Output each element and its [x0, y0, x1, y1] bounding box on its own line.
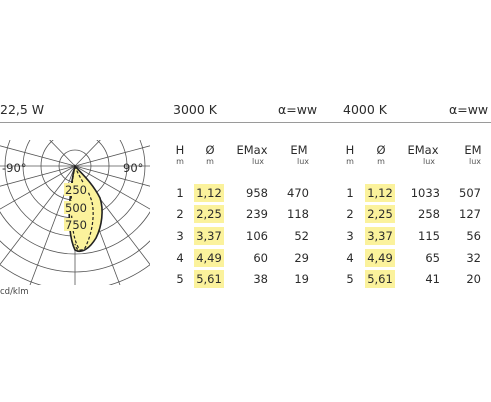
col-header-emax: EMax [236, 143, 268, 157]
intensity-unit-label: cd/klm [0, 287, 29, 297]
row2-h-2: 2 [346, 207, 354, 221]
row5-em: 19 [294, 272, 309, 286]
col-header-diameter: Ø [205, 143, 215, 157]
col-unit-diameter: m [206, 157, 214, 166]
col-header-h-2: H [345, 143, 355, 157]
row5-diameter-2: 5,61 [365, 270, 395, 288]
row3-em: 52 [294, 229, 309, 243]
header-divider [0, 122, 491, 123]
row4-diameter-2: 4,49 [365, 249, 395, 267]
ring-label-250: 250 [65, 183, 87, 197]
row3-h: 3 [176, 229, 184, 243]
col-unit-em: lux [296, 157, 310, 166]
row2-diameter: 2,25 [194, 205, 224, 223]
col-unit-h-2: m [346, 157, 354, 166]
row4-em: 29 [294, 251, 309, 265]
row3-emax: 106 [246, 229, 268, 243]
cct-3000-label: 3000 K [173, 102, 217, 117]
cct-4000-label: 4000 K [343, 102, 387, 117]
row4-diameter: 4,49 [194, 249, 224, 267]
polar-luminous-intensity-diagram: -90° 90° 250 500 750 [0, 140, 150, 285]
angle-right-label: 90° [123, 161, 143, 175]
row3-h-2: 3 [346, 229, 354, 243]
row2-emax: 239 [246, 207, 268, 221]
row4-h-2: 4 [346, 251, 354, 265]
row3-em-2: 56 [466, 229, 481, 243]
row3-diameter: 3,37 [194, 227, 224, 245]
row1-h: 1 [176, 186, 184, 200]
col-unit-emax-2: lux [422, 157, 436, 166]
row2-em-2: 127 [459, 207, 481, 221]
row3-diameter-2: 3,37 [365, 227, 395, 245]
row1-diameter-2: 1,12 [365, 184, 395, 202]
ring-label-750: 750 [65, 218, 87, 232]
row5-emax-2: 41 [425, 272, 440, 286]
alpha-3000-label: α=ww [278, 102, 318, 117]
row5-em-2: 20 [466, 272, 481, 286]
alpha-4000-label: α=ww [449, 102, 489, 117]
angle-left-label: -90° [2, 161, 27, 175]
row4-h: 4 [176, 251, 184, 265]
row5-h-2: 5 [346, 272, 354, 286]
row1-h-2: 1 [346, 186, 354, 200]
light-distribution-curve-secondary [74, 165, 94, 251]
col-unit-h: m [176, 157, 184, 166]
col-unit-diameter-2: m [377, 157, 385, 166]
col-header-em: EM [290, 143, 308, 157]
row1-emax: 958 [246, 186, 268, 200]
col-unit-emax: lux [251, 157, 265, 166]
row5-diameter: 5,61 [194, 270, 224, 288]
row2-emax-2: 258 [418, 207, 440, 221]
ring-label-500: 500 [65, 201, 87, 215]
row2-em: 118 [287, 207, 309, 221]
col-unit-em-2: lux [468, 157, 482, 166]
col-header-diameter-2: Ø [376, 143, 386, 157]
row4-emax-2: 65 [425, 251, 440, 265]
row1-em: 470 [287, 186, 309, 200]
row1-em-2: 507 [459, 186, 481, 200]
row2-diameter-2: 2,25 [365, 205, 395, 223]
power-label: 22,5 W [0, 102, 45, 117]
row1-emax-2: 1033 [410, 186, 440, 200]
row2-h: 2 [176, 207, 184, 221]
row3-emax-2: 115 [418, 229, 440, 243]
col-header-emax-2: EMax [407, 143, 439, 157]
row4-em-2: 32 [466, 251, 481, 265]
row5-emax: 38 [253, 272, 268, 286]
row1-diameter: 1,12 [194, 184, 224, 202]
col-header-h: H [175, 143, 185, 157]
col-header-em-2: EM [464, 143, 482, 157]
row5-h: 5 [176, 272, 184, 286]
row4-emax: 60 [253, 251, 268, 265]
